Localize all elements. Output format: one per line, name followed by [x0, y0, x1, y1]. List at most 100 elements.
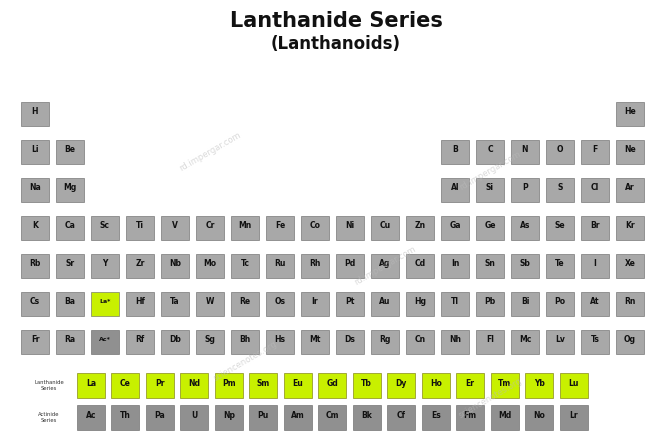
Text: Bk: Bk [362, 411, 372, 420]
FancyBboxPatch shape [546, 215, 574, 240]
FancyBboxPatch shape [616, 254, 644, 278]
Text: O: O [556, 146, 563, 155]
Text: Am: Am [291, 411, 304, 420]
FancyBboxPatch shape [112, 405, 140, 430]
Text: Au: Au [379, 297, 390, 306]
FancyBboxPatch shape [476, 330, 504, 354]
Text: Sr: Sr [65, 259, 75, 268]
Text: Gd: Gd [327, 379, 338, 388]
Text: Ca: Ca [65, 221, 75, 230]
FancyBboxPatch shape [581, 215, 609, 240]
FancyBboxPatch shape [21, 292, 49, 316]
FancyBboxPatch shape [441, 140, 469, 164]
Text: Kr: Kr [625, 221, 635, 230]
FancyBboxPatch shape [126, 215, 154, 240]
Text: Mo: Mo [204, 259, 216, 268]
FancyBboxPatch shape [476, 215, 504, 240]
Text: Si: Si [486, 183, 494, 193]
Text: C: C [487, 146, 493, 155]
FancyBboxPatch shape [441, 178, 469, 202]
FancyBboxPatch shape [21, 254, 49, 278]
Text: Br: Br [590, 221, 599, 230]
FancyBboxPatch shape [319, 405, 346, 430]
Text: Sn: Sn [485, 259, 495, 268]
Text: Sc: Sc [100, 221, 110, 230]
Text: Lanthanide Series: Lanthanide Series [230, 11, 442, 31]
FancyBboxPatch shape [126, 254, 154, 278]
Text: Ce: Ce [120, 379, 131, 388]
FancyBboxPatch shape [406, 254, 434, 278]
FancyBboxPatch shape [616, 178, 644, 202]
Text: Mg: Mg [63, 183, 77, 193]
FancyBboxPatch shape [387, 405, 415, 430]
Text: Li: Li [32, 146, 39, 155]
Text: sciencenotes.org: sciencenotes.org [457, 377, 523, 421]
Text: Ds: Ds [345, 335, 355, 345]
FancyBboxPatch shape [231, 330, 259, 354]
Text: Y: Y [102, 259, 108, 268]
FancyBboxPatch shape [231, 292, 259, 316]
FancyBboxPatch shape [511, 178, 539, 202]
FancyBboxPatch shape [387, 373, 415, 397]
Text: Es: Es [431, 411, 441, 420]
Text: Og: Og [624, 335, 636, 345]
FancyBboxPatch shape [56, 254, 84, 278]
FancyBboxPatch shape [196, 292, 224, 316]
Text: Hg: Hg [414, 297, 426, 306]
Text: Pd: Pd [344, 259, 355, 268]
FancyBboxPatch shape [371, 330, 399, 354]
FancyBboxPatch shape [180, 373, 208, 397]
Text: Fl: Fl [486, 335, 494, 345]
Text: Ag: Ag [379, 259, 390, 268]
Text: Pb: Pb [485, 297, 496, 306]
Text: Ni: Ni [345, 221, 355, 230]
Text: rd.impergar.com: rd.impergar.com [177, 130, 243, 173]
Text: Ru: Ru [274, 259, 286, 268]
FancyBboxPatch shape [353, 405, 381, 430]
Text: Rf: Rf [135, 335, 144, 345]
FancyBboxPatch shape [301, 215, 329, 240]
FancyBboxPatch shape [161, 254, 189, 278]
Text: Ta: Ta [170, 297, 180, 306]
FancyBboxPatch shape [196, 215, 224, 240]
FancyBboxPatch shape [161, 292, 189, 316]
FancyBboxPatch shape [161, 330, 189, 354]
FancyBboxPatch shape [546, 292, 574, 316]
Text: Sb: Sb [519, 259, 530, 268]
Text: Eu: Eu [292, 379, 303, 388]
FancyBboxPatch shape [422, 373, 450, 397]
FancyBboxPatch shape [21, 102, 49, 126]
Text: B: B [452, 146, 458, 155]
Text: La: La [86, 379, 96, 388]
Text: Nb: Nb [169, 259, 181, 268]
Text: V: V [172, 221, 178, 230]
Text: Bi: Bi [521, 297, 529, 306]
Text: Np: Np [223, 411, 235, 420]
Text: At: At [590, 297, 599, 306]
Text: Tc: Tc [241, 259, 249, 268]
FancyBboxPatch shape [560, 405, 587, 430]
Text: Ar: Ar [625, 183, 635, 193]
Text: Bh: Bh [239, 335, 251, 345]
FancyBboxPatch shape [526, 373, 553, 397]
FancyBboxPatch shape [215, 373, 243, 397]
FancyBboxPatch shape [161, 215, 189, 240]
Text: H: H [32, 108, 38, 116]
Text: rd.impergar.com: rd.impergar.com [458, 150, 522, 192]
FancyBboxPatch shape [56, 330, 84, 354]
Text: Nh: Nh [449, 335, 461, 345]
Text: S: S [557, 183, 562, 193]
Text: Tm: Tm [498, 379, 511, 388]
Text: Rh: Rh [309, 259, 321, 268]
Text: Pm: Pm [222, 379, 236, 388]
FancyBboxPatch shape [441, 330, 469, 354]
Text: Zr: Zr [135, 259, 144, 268]
FancyBboxPatch shape [441, 254, 469, 278]
FancyBboxPatch shape [319, 373, 346, 397]
FancyBboxPatch shape [77, 373, 105, 397]
FancyBboxPatch shape [616, 215, 644, 240]
Text: Ba: Ba [65, 297, 75, 306]
FancyBboxPatch shape [301, 330, 329, 354]
Text: Cs: Cs [30, 297, 40, 306]
Text: Hs: Hs [274, 335, 286, 345]
